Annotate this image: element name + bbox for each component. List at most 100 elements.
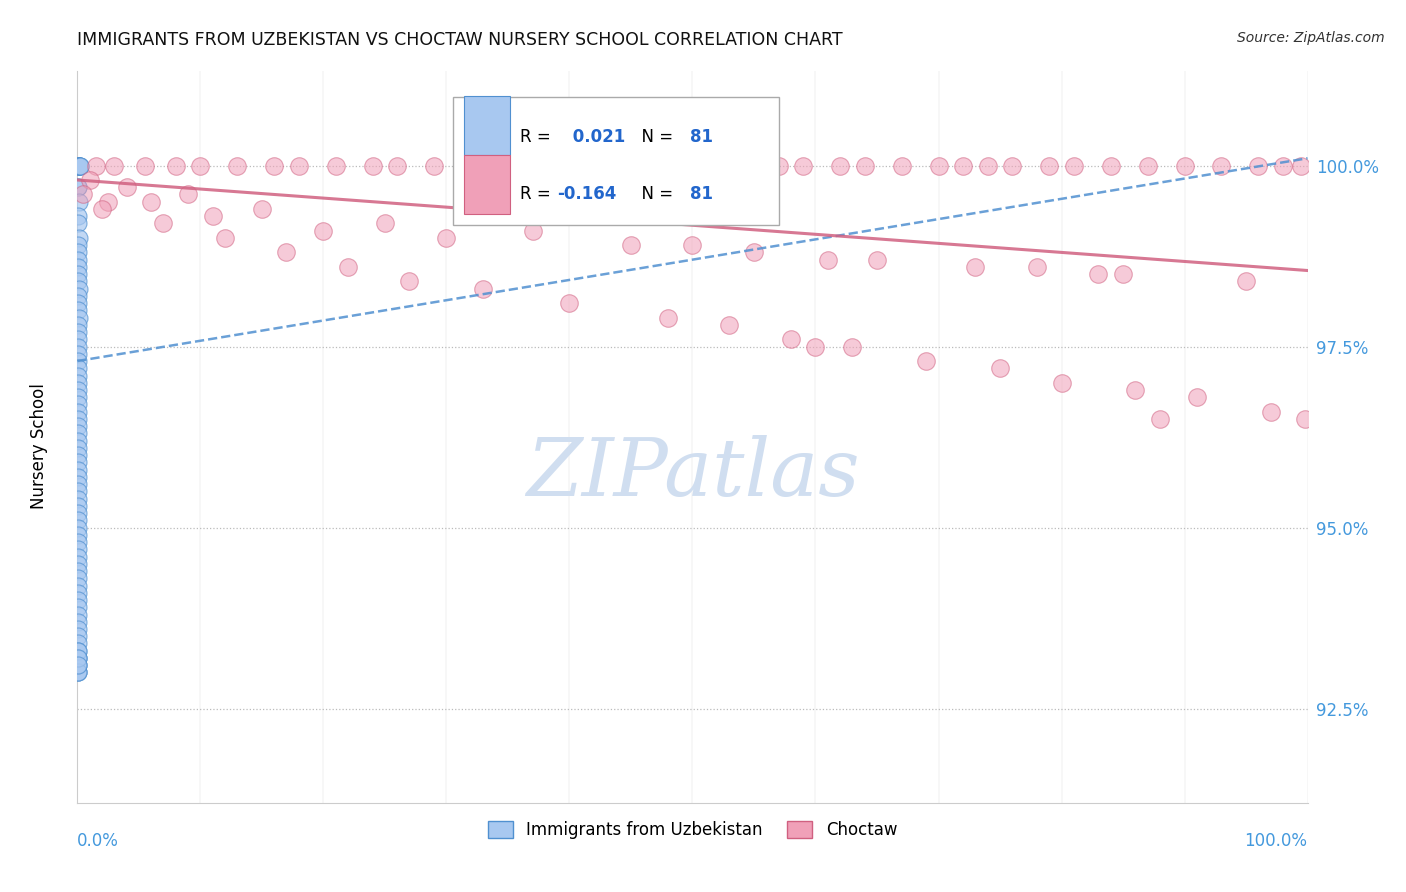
Point bbox=[67, 310, 90, 325]
Point bbox=[67, 419, 90, 434]
Point bbox=[67, 368, 90, 383]
Point bbox=[436, 231, 458, 245]
Point bbox=[890, 159, 912, 173]
Point bbox=[214, 231, 236, 245]
Text: Source: ZipAtlas.com: Source: ZipAtlas.com bbox=[1237, 31, 1385, 45]
Point bbox=[67, 332, 90, 346]
Text: 81: 81 bbox=[690, 128, 713, 145]
Point bbox=[66, 665, 89, 680]
Point bbox=[1174, 159, 1197, 173]
Point bbox=[423, 159, 446, 173]
Point bbox=[97, 194, 120, 209]
Point bbox=[79, 173, 101, 187]
Point bbox=[66, 651, 89, 665]
Point bbox=[67, 180, 90, 194]
Point bbox=[817, 252, 839, 267]
Point bbox=[1050, 376, 1073, 390]
Point bbox=[67, 665, 90, 680]
Point bbox=[188, 159, 212, 173]
FancyBboxPatch shape bbox=[453, 97, 779, 225]
Point bbox=[460, 159, 482, 173]
Point bbox=[134, 159, 156, 173]
Point bbox=[66, 600, 89, 615]
Text: Nursery School: Nursery School bbox=[31, 383, 48, 509]
Point bbox=[792, 159, 814, 173]
Point bbox=[472, 282, 495, 296]
Point bbox=[67, 405, 90, 419]
Point bbox=[66, 658, 89, 673]
Point bbox=[67, 216, 90, 230]
Point bbox=[67, 347, 90, 361]
Point bbox=[1038, 159, 1060, 173]
Point bbox=[509, 159, 531, 173]
Point bbox=[263, 159, 285, 173]
Point bbox=[67, 260, 90, 274]
Point bbox=[67, 296, 90, 310]
Point bbox=[67, 159, 90, 173]
Point bbox=[67, 159, 90, 173]
Point bbox=[67, 390, 90, 404]
Point bbox=[66, 629, 89, 643]
Point bbox=[177, 187, 200, 202]
Point bbox=[67, 520, 90, 534]
Point bbox=[66, 318, 89, 332]
Point bbox=[67, 231, 90, 245]
Point bbox=[141, 194, 163, 209]
Point bbox=[66, 615, 89, 629]
Point bbox=[67, 282, 90, 296]
Point bbox=[69, 159, 91, 173]
Point bbox=[742, 245, 765, 260]
Point bbox=[66, 499, 89, 513]
Point bbox=[165, 159, 187, 173]
FancyBboxPatch shape bbox=[464, 155, 510, 214]
Point bbox=[66, 426, 89, 441]
Point bbox=[66, 361, 89, 376]
Point bbox=[977, 159, 1000, 173]
Point bbox=[67, 484, 90, 499]
Point bbox=[66, 252, 89, 267]
Point bbox=[115, 180, 138, 194]
Point bbox=[226, 159, 249, 173]
Point bbox=[67, 506, 90, 520]
Point bbox=[66, 412, 89, 426]
Point bbox=[385, 159, 409, 173]
Point bbox=[67, 622, 90, 636]
Text: 0.0%: 0.0% bbox=[77, 832, 120, 850]
Point bbox=[67, 463, 90, 477]
Point bbox=[965, 260, 987, 274]
Point bbox=[67, 159, 90, 173]
Point bbox=[66, 644, 89, 658]
Point bbox=[522, 224, 544, 238]
Point bbox=[706, 159, 728, 173]
Point bbox=[66, 397, 89, 411]
Point bbox=[201, 209, 224, 223]
Point bbox=[398, 274, 420, 288]
Text: R =: R = bbox=[520, 128, 557, 145]
Point bbox=[103, 159, 125, 173]
Point bbox=[1125, 383, 1147, 397]
Point bbox=[657, 310, 679, 325]
Point bbox=[67, 376, 90, 390]
Point bbox=[66, 542, 89, 557]
Point bbox=[546, 159, 568, 173]
Point bbox=[66, 578, 89, 592]
Point bbox=[669, 159, 692, 173]
Point bbox=[66, 383, 89, 397]
Point bbox=[67, 586, 90, 600]
Point bbox=[1063, 159, 1085, 173]
Point bbox=[66, 180, 89, 194]
Point bbox=[67, 651, 90, 665]
Text: N =: N = bbox=[631, 186, 678, 203]
Point bbox=[682, 238, 704, 252]
Point bbox=[69, 159, 91, 173]
Point bbox=[67, 535, 90, 549]
Point bbox=[866, 252, 889, 267]
Point bbox=[633, 159, 655, 173]
Point bbox=[374, 216, 396, 230]
Text: 81: 81 bbox=[690, 186, 713, 203]
Point bbox=[312, 224, 335, 238]
Point bbox=[288, 159, 311, 173]
Point bbox=[66, 564, 89, 578]
Point bbox=[66, 513, 89, 527]
Point bbox=[1026, 260, 1049, 274]
